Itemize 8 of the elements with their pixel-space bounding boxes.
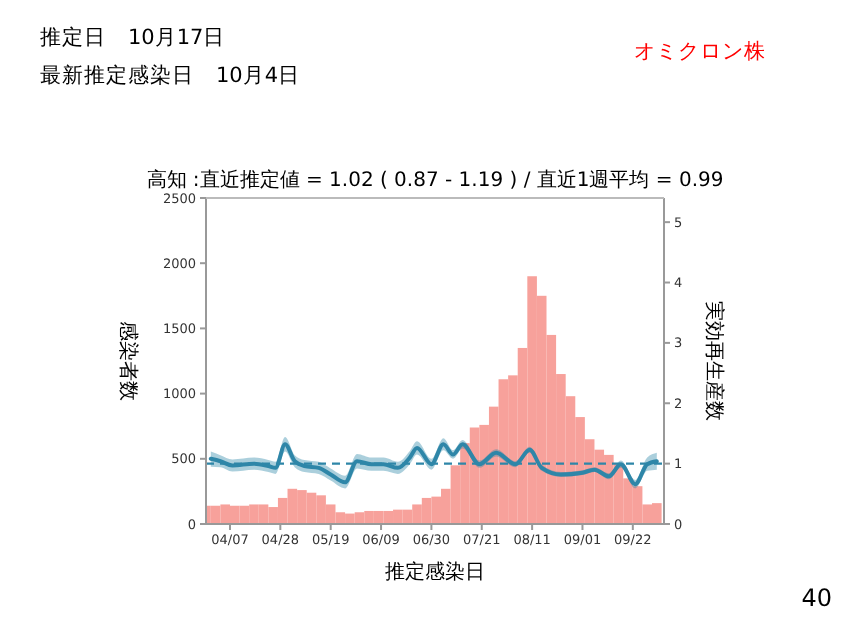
y2-axis-title: 実効再生産数	[702, 301, 726, 421]
text: 推定日 10月17日	[40, 24, 226, 50]
text: 最新推定感染日 10月4日	[40, 62, 301, 88]
y-axis-title: 感染者数	[116, 321, 140, 401]
text: 40	[801, 584, 832, 612]
x-axis-title: 推定感染日	[385, 560, 485, 584]
text: オミクロン株	[634, 38, 766, 64]
chart-title: 高知 :直近推定値 = 1.02 ( 0.87 - 1.19 ) / 直近1週平均 = 0.99	[146, 168, 724, 192]
